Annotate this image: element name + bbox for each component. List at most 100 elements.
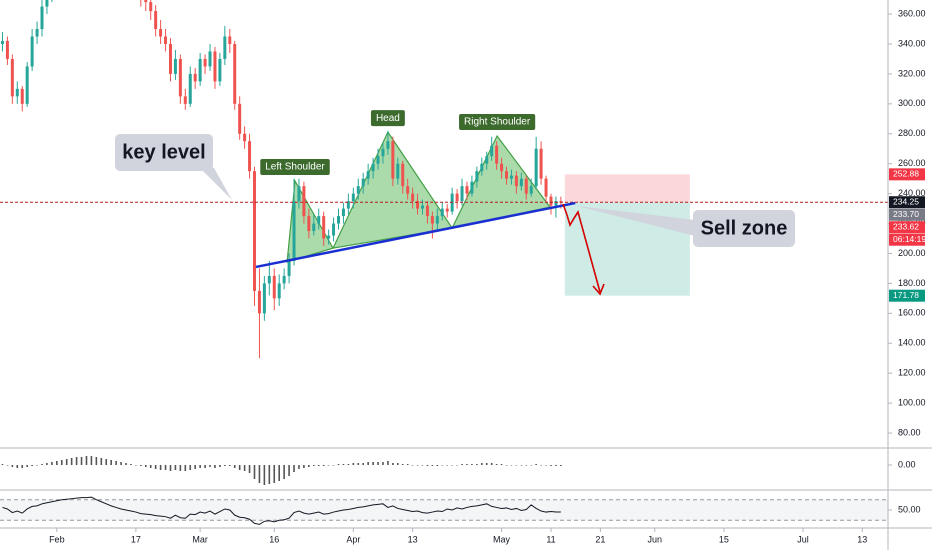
macd-bar	[347, 464, 350, 465]
pattern-shape	[332, 130, 454, 249]
x-tick-label: May	[493, 534, 511, 544]
indicator-panes	[0, 456, 888, 525]
candle-body	[529, 186, 533, 194]
candle-body	[0, 40, 4, 44]
macd-bar	[436, 465, 439, 466]
candle-body	[534, 148, 538, 187]
overlays: key level Sell zone Left Shoulder Head Rig…	[115, 110, 795, 296]
macd-bar	[367, 462, 369, 465]
macd-bar	[303, 465, 305, 468]
candle-body	[238, 103, 242, 134]
candle-body	[524, 178, 528, 194]
candle-body	[282, 275, 286, 284]
macd-bar	[555, 465, 557, 466]
macd-bar	[293, 465, 295, 472]
candle-body	[470, 181, 474, 194]
candle-body	[416, 201, 420, 209]
candle-body	[460, 186, 464, 202]
callout-box	[693, 210, 795, 247]
candle-body	[361, 178, 365, 187]
candle-body	[539, 148, 543, 179]
candle-body	[173, 58, 177, 74]
macd-bar	[421, 465, 424, 466]
macd-bar	[253, 465, 256, 479]
macd-bar	[481, 463, 483, 465]
macd-bar	[95, 457, 98, 465]
rsi-line	[2, 496, 561, 525]
macd-bar	[530, 465, 533, 466]
macd-bar	[36, 465, 38, 466]
candle-body	[500, 163, 504, 172]
macd-bar	[46, 463, 48, 465]
macd-bar	[184, 465, 187, 471]
candle-body	[401, 163, 405, 187]
macd-bar	[268, 465, 271, 484]
price-badge-label: 171.78	[893, 290, 919, 300]
macd-bar	[505, 465, 508, 466]
macd-bar	[214, 465, 216, 468]
macd-bar	[243, 465, 246, 471]
candle-body	[30, 36, 34, 67]
macd-bar	[11, 465, 14, 467]
x-tick-label: Mar	[192, 534, 208, 544]
macd-bar	[159, 465, 162, 470]
stop-zone	[564, 174, 690, 203]
macd-bar	[248, 465, 251, 473]
macd-bar	[461, 464, 463, 465]
candle-body	[267, 275, 271, 284]
macd-bar	[56, 461, 58, 465]
macd-bar	[1, 464, 4, 465]
macd-bar	[377, 462, 379, 465]
macd-bar	[283, 465, 285, 479]
macd-bar	[396, 463, 399, 465]
macd-bar	[169, 465, 172, 471]
macd-bar	[471, 464, 473, 465]
candle-body	[233, 43, 237, 104]
pattern-label-box	[370, 110, 405, 127]
candle-body	[376, 156, 380, 164]
candle-body	[228, 36, 232, 44]
x-tick-label: 17	[131, 534, 141, 544]
macd-bar	[258, 465, 261, 483]
macd-bar	[560, 465, 562, 466]
macd-bar	[495, 464, 498, 465]
macd-bar	[189, 465, 192, 470]
y-tick-label: 120.00	[898, 368, 926, 378]
price-badge	[889, 196, 925, 209]
macd-bar	[204, 465, 206, 468]
neckline	[255, 201, 576, 269]
candle-body	[336, 216, 340, 224]
candle-body	[297, 186, 301, 202]
price-badge-label: 234.25	[893, 196, 919, 206]
macd-bar	[525, 465, 528, 466]
macd-bar	[70, 458, 73, 465]
macd-bar	[327, 465, 330, 466]
x-tick-label: 11	[546, 534, 555, 544]
macd-bar	[456, 465, 458, 466]
candle-body	[272, 275, 276, 299]
x-tick-label: 15	[719, 534, 729, 544]
macd-bar	[125, 463, 127, 465]
macd-bar	[500, 464, 503, 465]
candle-body	[554, 201, 558, 206]
candle-body	[480, 163, 484, 172]
candle-body	[218, 58, 222, 82]
x-tick-label: Feb	[49, 534, 65, 544]
macd-bar	[263, 465, 266, 485]
candle-body	[307, 216, 311, 232]
candle-body	[208, 51, 212, 67]
macd-bar	[16, 465, 19, 468]
candle-body	[411, 193, 415, 202]
candle-body	[514, 175, 518, 187]
macd-bar	[80, 457, 83, 465]
macd-bar	[105, 459, 108, 465]
candle-body	[455, 193, 459, 202]
macd-bar	[75, 457, 78, 465]
y-tick-label: 80.00	[898, 427, 921, 437]
macd-bar	[387, 461, 389, 465]
candle-body	[475, 171, 479, 182]
price-badge-label: 233.70	[893, 209, 919, 219]
macd-bar	[411, 465, 414, 466]
macd-bar	[154, 465, 157, 469]
